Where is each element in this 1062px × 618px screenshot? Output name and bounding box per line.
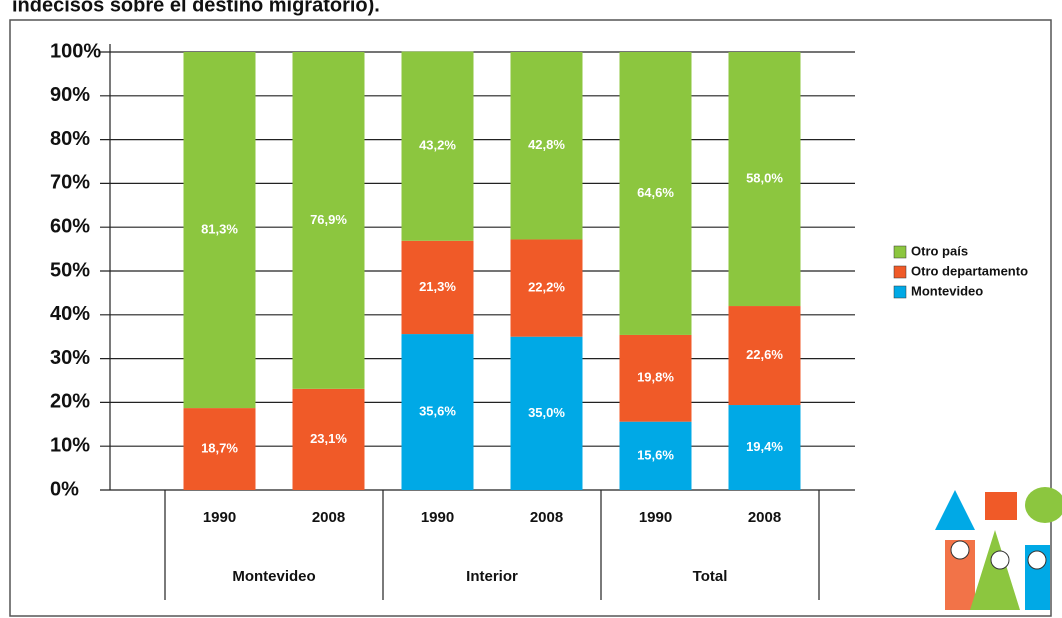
- bar-segment: [292, 52, 365, 389]
- bar-segment: [619, 421, 692, 490]
- x-tick-label: 1990: [421, 509, 454, 526]
- value-label: 22,6%: [746, 347, 783, 362]
- bar-segment: [728, 52, 801, 307]
- bar-segment: [728, 405, 801, 490]
- y-tick-label: 100%: [50, 40, 101, 62]
- value-label: 19,8%: [637, 370, 674, 385]
- y-tick-label: 70%: [50, 172, 90, 194]
- chart-frame: [9, 19, 1052, 617]
- value-label: 35,6%: [419, 403, 456, 418]
- bar-segment: [619, 52, 692, 335]
- value-label: 81,3%: [201, 221, 238, 236]
- value-label: 18,7%: [201, 440, 238, 455]
- value-label: 23,1%: [310, 431, 347, 446]
- decorative-icon: [935, 487, 1062, 610]
- bar-segment: [183, 52, 256, 409]
- bar-segment: [401, 51, 474, 241]
- y-tick-label: 10%: [50, 434, 90, 456]
- value-label: 15,6%: [637, 447, 674, 462]
- bar-segment: [728, 306, 801, 406]
- bar-segment: [510, 52, 583, 240]
- x-tick-label: 1990: [203, 509, 236, 526]
- x-tick-label: 1990: [639, 509, 672, 526]
- x-tick-label: 2008: [312, 509, 345, 526]
- y-tick-label: 30%: [50, 347, 90, 369]
- chart-title: indecisos sobre el destino migratorio).: [12, 0, 380, 16]
- y-tick-label: 90%: [50, 84, 90, 106]
- value-label: 43,2%: [419, 138, 456, 153]
- y-tick-label: 0%: [50, 478, 79, 500]
- bar-segment: [619, 334, 692, 422]
- value-label: 58,0%: [746, 170, 783, 185]
- x-tick-label: 2008: [748, 509, 781, 526]
- group-label: Montevideo: [232, 568, 315, 585]
- bar-segment: [401, 334, 474, 490]
- y-tick-label: 40%: [50, 303, 90, 325]
- y-tick-label: 80%: [50, 128, 90, 150]
- bar-segment: [183, 408, 256, 490]
- value-label: 21,3%: [419, 279, 456, 294]
- legend-swatch: [893, 265, 907, 279]
- legend-label: Otro país: [911, 243, 968, 258]
- legend-label: Otro departamento: [911, 263, 1028, 278]
- value-label: 64,6%: [637, 185, 674, 200]
- value-label: 19,4%: [746, 439, 783, 454]
- legend-label: Montevideo: [911, 283, 983, 298]
- value-label: 42,8%: [528, 137, 565, 152]
- legend-swatch: [893, 245, 907, 259]
- x-tick-label: 2008: [530, 509, 563, 526]
- group-label: Interior: [466, 568, 518, 585]
- y-tick-label: 20%: [50, 391, 90, 413]
- bar-segment: [401, 240, 474, 335]
- value-label: 35,0%: [528, 405, 565, 420]
- value-label: 22,2%: [528, 280, 565, 295]
- bar-segment: [510, 336, 583, 490]
- legend-swatch: [893, 285, 907, 299]
- bar-segment: [292, 388, 365, 490]
- value-label: 76,9%: [310, 212, 347, 227]
- y-tick-label: 50%: [50, 259, 90, 281]
- bar-segment: [510, 239, 583, 337]
- group-label: Total: [693, 568, 728, 585]
- y-tick-label: 60%: [50, 215, 90, 237]
